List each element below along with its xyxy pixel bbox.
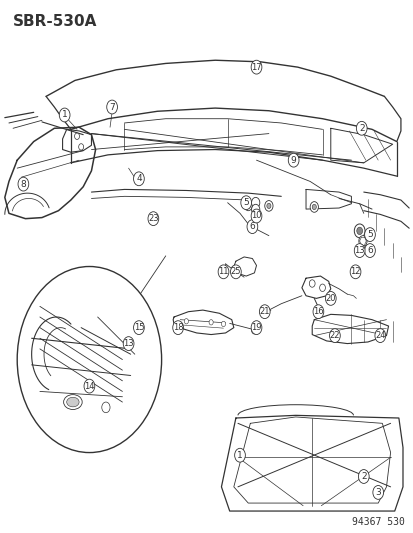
Circle shape bbox=[218, 265, 228, 279]
Circle shape bbox=[244, 200, 252, 211]
Ellipse shape bbox=[64, 394, 82, 409]
Text: 21: 21 bbox=[259, 307, 269, 316]
Ellipse shape bbox=[66, 397, 79, 407]
Circle shape bbox=[59, 108, 70, 122]
Circle shape bbox=[209, 320, 213, 325]
Circle shape bbox=[372, 486, 383, 499]
Text: 7: 7 bbox=[109, 102, 115, 111]
Circle shape bbox=[311, 204, 316, 209]
Circle shape bbox=[354, 244, 364, 257]
Text: 1: 1 bbox=[237, 451, 242, 460]
Circle shape bbox=[356, 122, 366, 135]
Text: 6: 6 bbox=[249, 222, 255, 231]
Circle shape bbox=[358, 236, 366, 246]
Text: 24: 24 bbox=[374, 331, 385, 340]
Text: 9: 9 bbox=[290, 156, 296, 165]
Circle shape bbox=[74, 133, 79, 140]
Text: 13: 13 bbox=[123, 339, 133, 348]
Circle shape bbox=[246, 203, 250, 208]
Circle shape bbox=[266, 203, 270, 208]
Circle shape bbox=[230, 265, 241, 279]
Text: 23: 23 bbox=[148, 214, 158, 223]
Circle shape bbox=[309, 201, 318, 212]
Text: 15: 15 bbox=[133, 323, 144, 332]
Circle shape bbox=[102, 402, 110, 413]
Circle shape bbox=[354, 224, 364, 238]
Text: 12: 12 bbox=[349, 268, 360, 276]
Circle shape bbox=[17, 266, 161, 453]
Circle shape bbox=[133, 172, 144, 185]
Circle shape bbox=[319, 284, 325, 292]
Text: 94367 530: 94367 530 bbox=[351, 517, 404, 527]
Circle shape bbox=[184, 319, 188, 324]
Circle shape bbox=[364, 244, 375, 257]
Circle shape bbox=[374, 329, 385, 343]
Circle shape bbox=[251, 209, 261, 223]
Text: 5: 5 bbox=[243, 198, 249, 207]
Circle shape bbox=[123, 337, 134, 351]
Circle shape bbox=[221, 321, 225, 327]
Text: 22: 22 bbox=[329, 331, 339, 340]
Circle shape bbox=[259, 305, 269, 319]
Text: 4: 4 bbox=[136, 174, 141, 183]
Circle shape bbox=[247, 220, 257, 233]
Text: 5: 5 bbox=[366, 230, 372, 239]
Text: 11: 11 bbox=[218, 268, 228, 276]
Circle shape bbox=[240, 196, 251, 209]
Text: 2: 2 bbox=[358, 124, 364, 133]
Circle shape bbox=[234, 448, 245, 462]
Text: 3: 3 bbox=[375, 488, 380, 497]
Circle shape bbox=[309, 280, 314, 287]
Circle shape bbox=[147, 212, 158, 225]
Circle shape bbox=[252, 211, 259, 220]
Text: 6: 6 bbox=[366, 246, 372, 255]
Circle shape bbox=[18, 177, 28, 191]
Circle shape bbox=[358, 470, 368, 483]
Circle shape bbox=[107, 100, 117, 114]
Text: 18: 18 bbox=[172, 323, 183, 332]
Circle shape bbox=[325, 292, 335, 305]
Text: SBR-530A: SBR-530A bbox=[13, 14, 97, 29]
Circle shape bbox=[264, 200, 272, 211]
Text: 10: 10 bbox=[251, 212, 261, 221]
Text: 17: 17 bbox=[251, 63, 261, 71]
Text: 14: 14 bbox=[84, 382, 95, 391]
Circle shape bbox=[251, 197, 259, 208]
Circle shape bbox=[78, 144, 83, 150]
Circle shape bbox=[251, 60, 261, 74]
Circle shape bbox=[133, 321, 144, 335]
Circle shape bbox=[364, 228, 375, 241]
Text: 1: 1 bbox=[62, 110, 67, 119]
Text: 20: 20 bbox=[325, 294, 335, 303]
Text: 25: 25 bbox=[230, 268, 240, 276]
Text: 13: 13 bbox=[354, 246, 364, 255]
Text: 16: 16 bbox=[312, 307, 323, 316]
Circle shape bbox=[84, 379, 95, 393]
Circle shape bbox=[251, 321, 261, 335]
Circle shape bbox=[251, 204, 259, 215]
Circle shape bbox=[172, 321, 183, 335]
Circle shape bbox=[287, 154, 298, 167]
Circle shape bbox=[349, 265, 360, 279]
Text: 19: 19 bbox=[251, 323, 261, 332]
Text: 8: 8 bbox=[21, 180, 26, 189]
Circle shape bbox=[251, 327, 257, 334]
Circle shape bbox=[329, 329, 339, 343]
Circle shape bbox=[312, 305, 323, 319]
Text: 2: 2 bbox=[360, 472, 366, 481]
Circle shape bbox=[356, 227, 362, 235]
